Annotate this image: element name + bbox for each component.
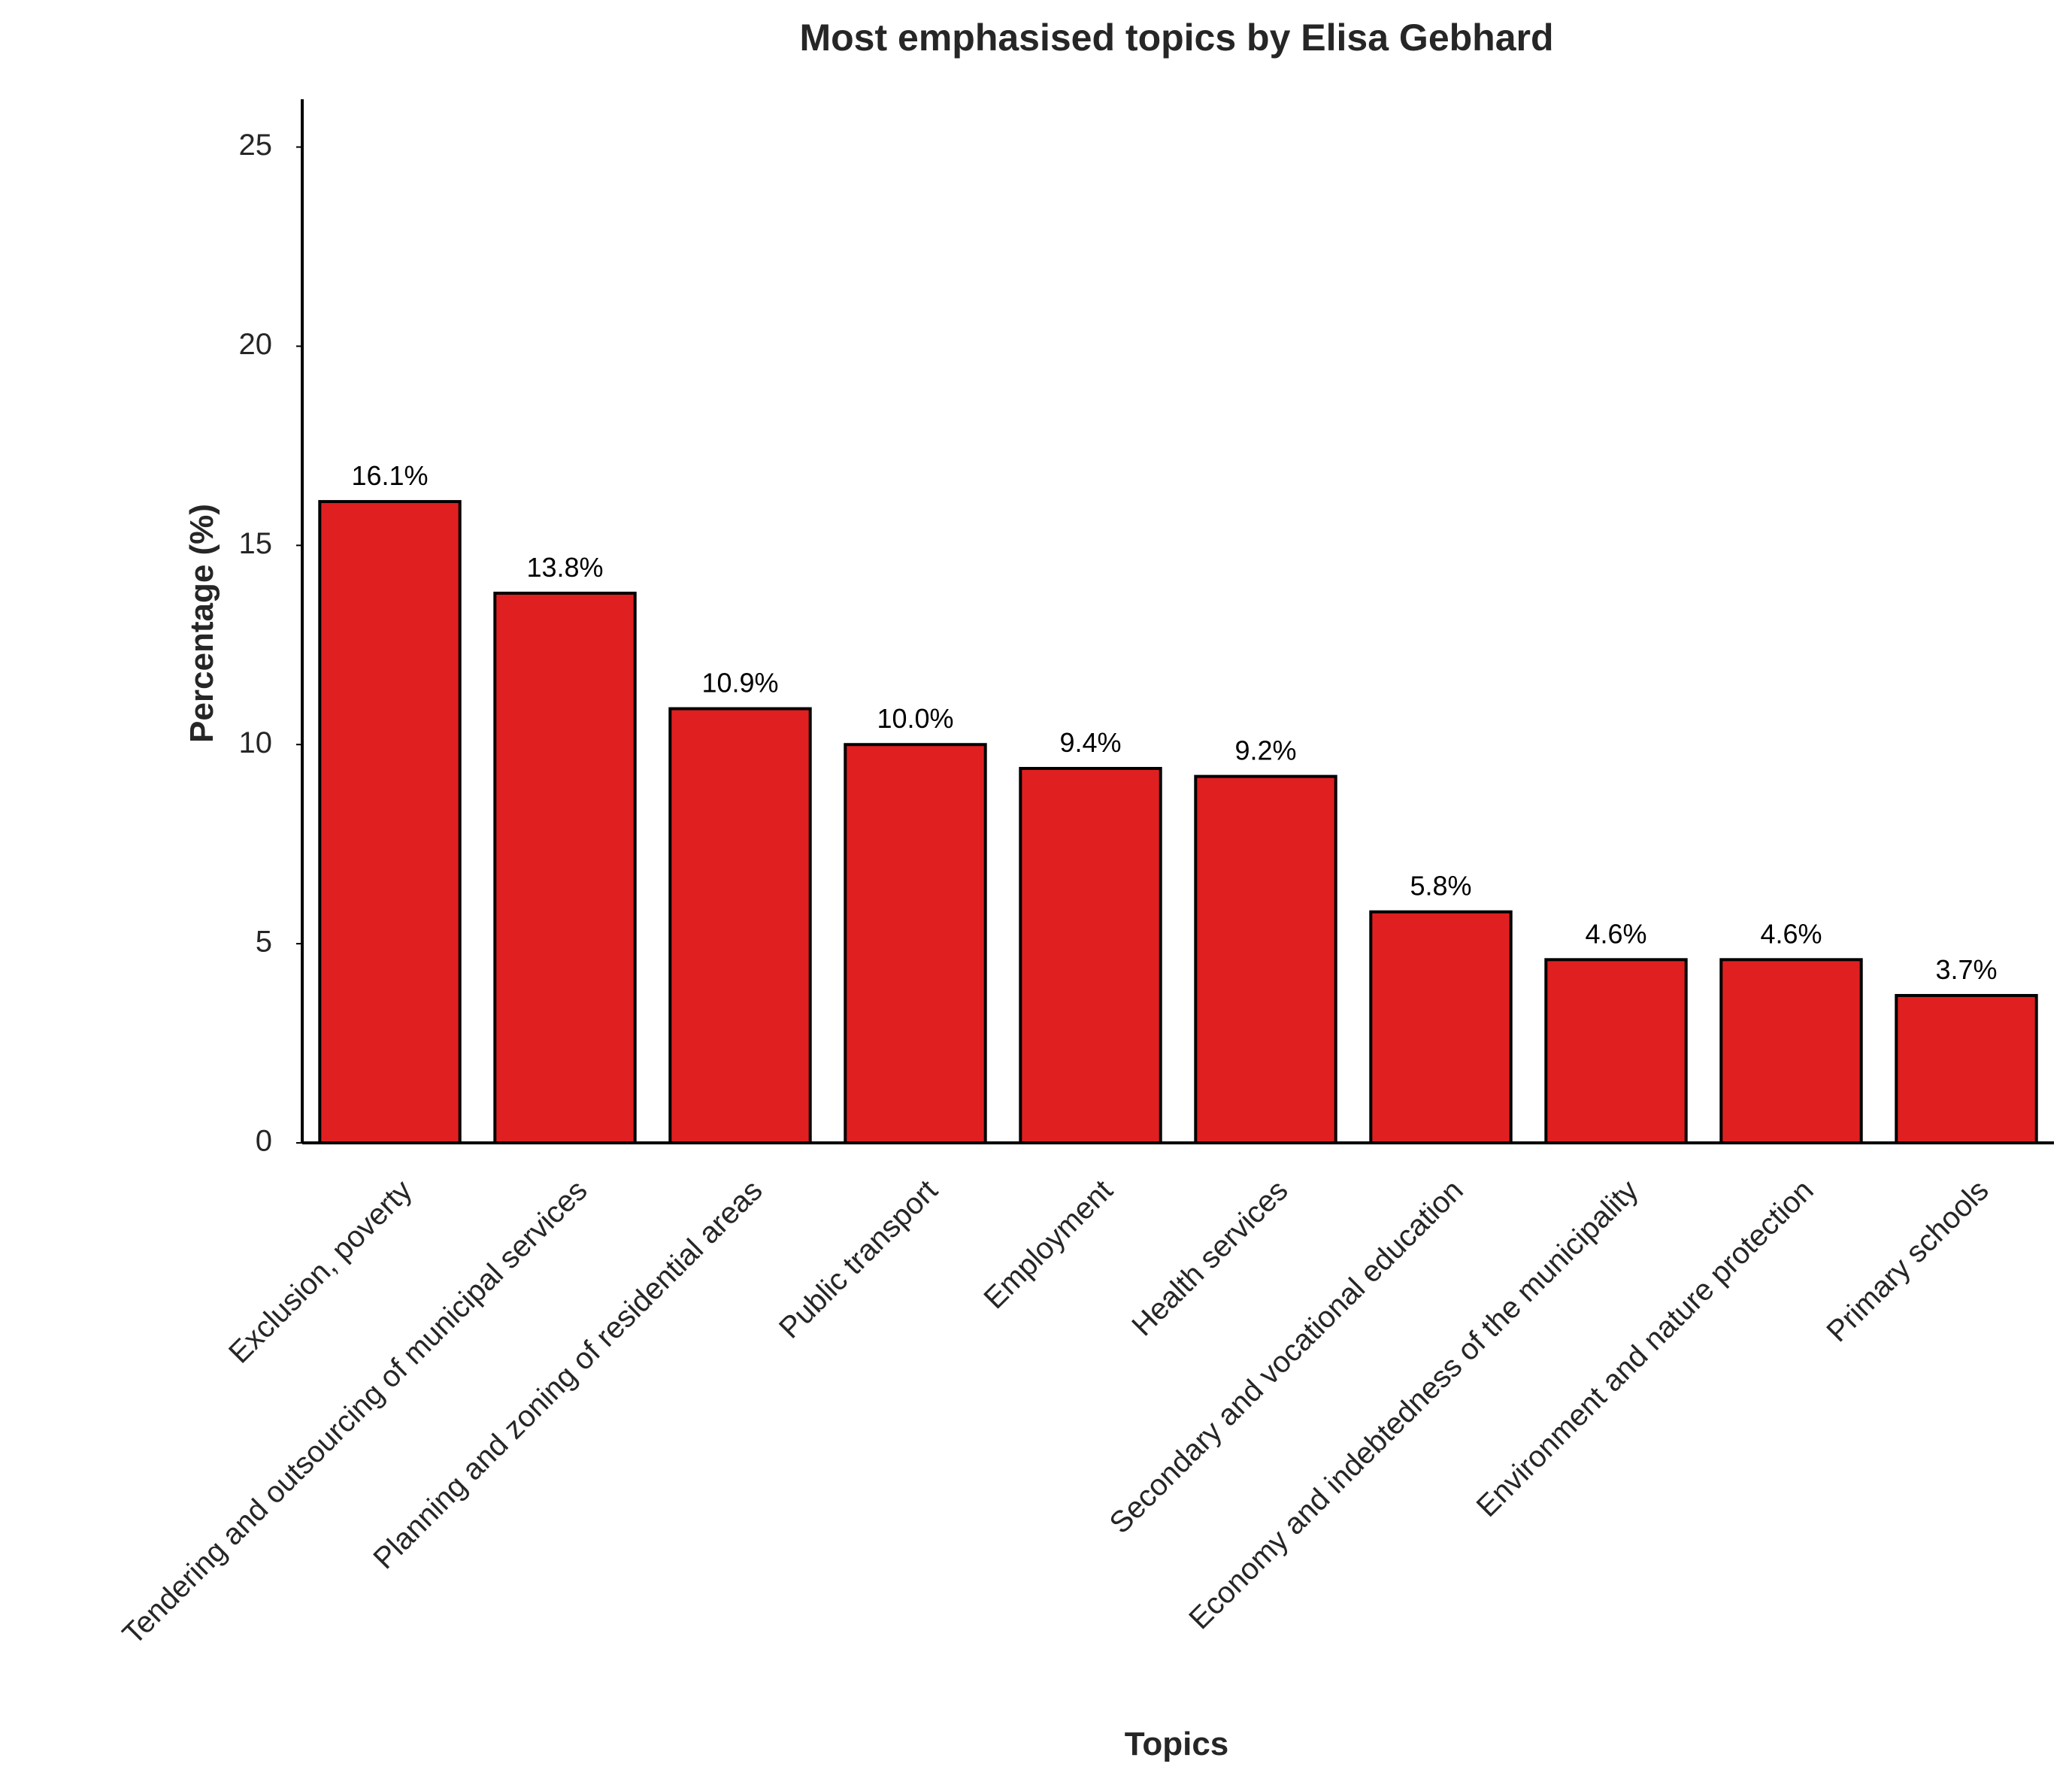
bar-6 [1369, 910, 1513, 1144]
bar-value-label-6: 5.8% [1410, 871, 1471, 902]
y-tick-label-4: 20 [239, 328, 273, 361]
x-tick-label-9: Primary schools [1820, 1174, 1995, 1348]
bar-7 [1544, 958, 1688, 1144]
bar-9 [1895, 993, 2038, 1145]
x-tick-label-3: Public transport [773, 1174, 944, 1345]
y-tick-label-5: 25 [239, 129, 273, 162]
y-tick-label-1: 5 [256, 926, 272, 959]
chart-title: Most emphasised topics by Elisa Gebhard [799, 17, 1553, 59]
bar-value-label-2: 10.9% [701, 668, 778, 699]
y-tick-label-3: 15 [239, 527, 273, 560]
y-tick-label-0: 0 [256, 1125, 272, 1158]
bar-4 [1019, 767, 1162, 1144]
bar-value-label-8: 4.6% [1760, 918, 1822, 949]
bar-value-label-0: 16.1% [351, 460, 428, 491]
x-tick-label-4: Employment [977, 1174, 1119, 1315]
bars-layer: 16.1% 13.8% 10.9% 10.0% 9.4% 9.2% 5.8% 4.6% 4.6%… [318, 460, 2038, 1145]
x-tick-label-8: Environment and nature protection [1471, 1174, 1820, 1523]
bar-value-label-9: 3.7% [1935, 954, 1997, 985]
bar-0 [318, 500, 462, 1144]
y-axis-label: Percentage (%) [183, 504, 220, 743]
bar-8 [1719, 958, 1863, 1144]
x-axis-label: Topics [1125, 1726, 1229, 1762]
y-tick-label-2: 10 [239, 726, 273, 759]
y-ticks-layer: 0 5 10 15 20 25 [239, 129, 302, 1158]
bar-value-label-4: 9.4% [1059, 727, 1121, 758]
bar-3 [844, 743, 987, 1144]
bar-value-label-5: 9.2% [1234, 735, 1296, 766]
bar-2 [668, 707, 812, 1144]
bar-5 [1194, 774, 1337, 1145]
x-tick-label-5: Health services [1125, 1174, 1294, 1342]
x-tick-label-0: Exclusion, poverty [223, 1174, 419, 1370]
bar-value-label-3: 10.0% [877, 703, 953, 734]
bar-value-label-7: 4.6% [1585, 918, 1646, 949]
x-tick-label-6: Secondary and vocational education [1104, 1174, 1470, 1540]
bar-value-label-1: 13.8% [526, 552, 603, 583]
bar-1 [493, 591, 637, 1144]
x-tick-label-2: Planning and zoning of residential areas [367, 1174, 768, 1575]
